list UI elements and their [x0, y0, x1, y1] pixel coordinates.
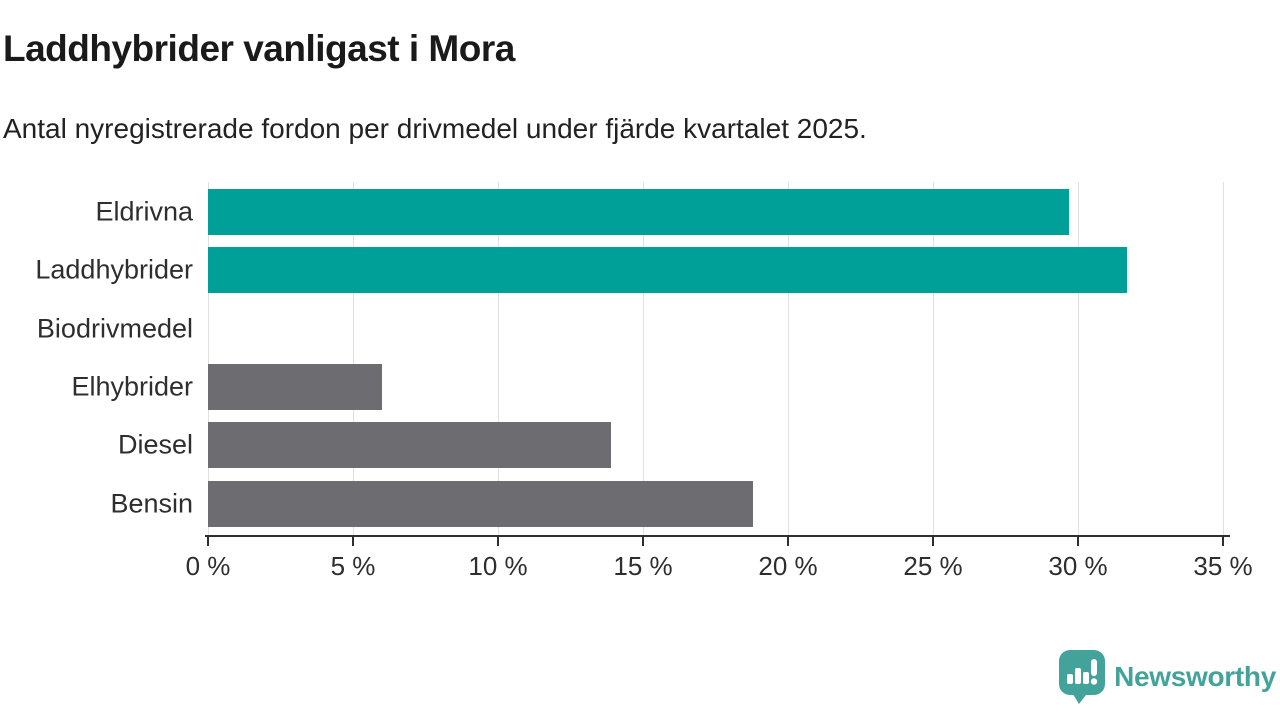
x-axis-tick-15	[642, 537, 644, 546]
chart-subtitle: Antal nyregistrerade fordon per drivmede…	[3, 113, 867, 144]
x-axis-tick-0	[207, 537, 209, 546]
x-tick-label-30: 30 %	[1048, 551, 1108, 581]
x-axis-tick-20	[787, 537, 789, 546]
gridline-20	[788, 182, 789, 535]
x-axis-tick-25	[932, 537, 934, 546]
gridline-30	[1078, 182, 1079, 535]
category-label-bensin: Bensin	[110, 488, 193, 518]
x-axis-tick-35	[1222, 537, 1224, 546]
gridline-0	[208, 182, 209, 535]
x-tick-label-10: 10 %	[468, 551, 528, 581]
x-tick-label-0: 0 %	[185, 551, 231, 581]
category-label-biodrivmedel: Biodrivmedel	[36, 313, 193, 344]
chart-title: Laddhybrider vanligast i Mora	[3, 28, 515, 69]
x-tick-label-25: 25 %	[903, 551, 963, 581]
category-label-diesel: Diesel	[117, 429, 193, 460]
category-label-elhybrider: Elhybrider	[71, 371, 193, 402]
gridline-35	[1223, 182, 1224, 535]
x-tick-label-35: 35 %	[1193, 551, 1253, 581]
gridline-15	[643, 182, 644, 535]
category-label-eldrivna: Eldrivna	[95, 196, 193, 227]
newsworthy-logo: Newsworthy	[1058, 649, 1276, 705]
gridline-25	[933, 182, 934, 535]
x-tick-label-20: 20 %	[758, 551, 818, 581]
x-tick-label-15: 15 %	[613, 551, 673, 581]
newsworthy-logo-icon	[1059, 650, 1106, 704]
bar-diesel	[208, 422, 612, 469]
x-axis-tick-5	[352, 537, 354, 546]
x-axis-line	[205, 535, 1230, 537]
bar-eldrivna	[208, 189, 1070, 235]
bar-bensin	[208, 480, 754, 527]
gridline-10	[498, 182, 499, 535]
x-axis-tick-30	[1077, 537, 1079, 546]
bar-elhybrider	[208, 363, 382, 410]
gridline-5	[353, 182, 354, 535]
bar-laddhybrider	[208, 247, 1128, 294]
x-axis-tick-10	[497, 537, 499, 546]
brand-wordmark: Newsworthy	[1114, 661, 1276, 692]
category-label-laddhybrider: Laddhybrider	[35, 254, 193, 285]
x-tick-label-5: 5 %	[330, 551, 376, 581]
